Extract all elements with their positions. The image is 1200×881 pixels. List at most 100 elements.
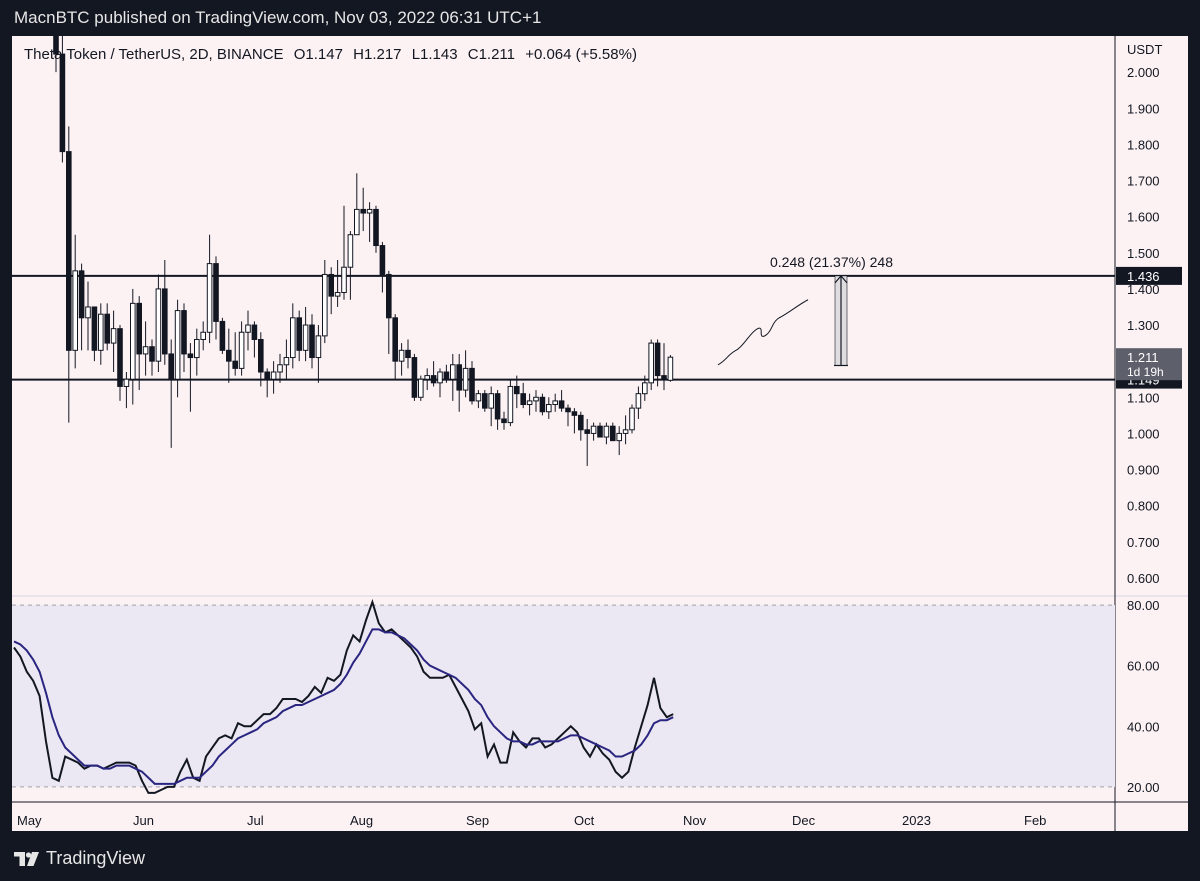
candle-up <box>366 208 373 214</box>
price-tick-label: 2.000 <box>1127 65 1160 80</box>
candle-up <box>354 208 360 236</box>
tradingview-logo-icon <box>14 851 39 866</box>
time-tick-label: Sep <box>466 813 489 828</box>
candle-down <box>309 324 315 359</box>
candle-down <box>597 425 603 438</box>
candle-up <box>174 310 181 380</box>
publisher-text: MacnBTC published on TradingView.com, No… <box>14 8 542 27</box>
candle-up <box>238 331 245 369</box>
candle-down <box>232 360 238 369</box>
candle-down <box>379 245 386 275</box>
candle-down <box>514 385 520 395</box>
symbol-legend: Theta Token / TetherUS, 2D, BINANCE O1.1… <box>24 46 643 63</box>
rsi-line <box>13 598 674 794</box>
candle-up <box>200 331 206 340</box>
candle-up <box>194 338 200 359</box>
candle-up <box>642 382 648 395</box>
candle-down <box>296 317 302 351</box>
candle-down <box>360 208 366 214</box>
candle-up <box>450 364 456 380</box>
candle-up <box>98 313 104 351</box>
last-price-label: 1.211 <box>1127 350 1159 365</box>
candle-up <box>302 324 309 351</box>
chart-area[interactable]: 2.000 1.900 1.800 1.700 1.600 1.500 1.400 1.300… <box>12 36 1188 831</box>
candle-down <box>104 313 111 344</box>
price-tick-label: 0.700 <box>1127 535 1160 550</box>
candle-down <box>226 349 232 362</box>
resistance-price-label: 1.436 <box>1127 269 1160 284</box>
candle-down <box>117 328 123 387</box>
candle-up <box>245 324 251 333</box>
candle-up <box>334 292 341 297</box>
candle-down <box>258 338 264 373</box>
price-unit-label: USDT <box>1127 42 1162 57</box>
candle-up <box>110 328 117 344</box>
price-tick-label: 1.800 <box>1127 137 1160 152</box>
candle-down <box>578 414 584 431</box>
price-tick-label: 1.000 <box>1127 426 1160 441</box>
candle-down <box>494 393 501 420</box>
measure-arrow-head <box>834 274 848 284</box>
brand[interactable]: TradingView <box>14 848 145 869</box>
candle-down <box>539 396 546 413</box>
time-tick-label: May <box>17 813 42 828</box>
chart-svg[interactable]: 2.000 1.900 1.800 1.700 1.600 1.500 1.400 1.300… <box>12 36 1188 831</box>
candle-down <box>251 324 258 340</box>
candle-down <box>558 400 565 409</box>
time-tick-label: Jul <box>247 813 264 828</box>
legend-open: O1.147 <box>293 46 343 63</box>
candle-down <box>430 375 437 384</box>
time-tick-label: Nov <box>683 813 707 828</box>
candle-down <box>66 151 72 351</box>
candle-down <box>386 273 392 319</box>
candle-down <box>565 407 571 413</box>
candle-up <box>290 317 296 359</box>
candle-down <box>136 302 143 355</box>
candle-down <box>584 429 591 434</box>
price-tick-label: 1.400 <box>1127 282 1160 297</box>
legend-close: C1.211 <box>467 46 516 63</box>
rsi-band <box>12 605 1115 787</box>
brand-name: TradingView <box>46 848 146 868</box>
candle-down <box>91 306 98 351</box>
candle-up <box>418 378 424 398</box>
candle-down <box>149 346 155 362</box>
candle-up <box>315 335 322 359</box>
last-price-tag <box>1116 348 1182 381</box>
time-tick-label: Feb <box>1024 813 1046 828</box>
resistance-price-tag <box>1116 266 1182 285</box>
candle-up <box>622 429 629 434</box>
price-tick-label: 0.600 <box>1127 571 1160 586</box>
candle-up <box>398 349 405 362</box>
candle-down <box>373 208 379 247</box>
price-tick-label: 0.900 <box>1127 463 1160 478</box>
rsi-tick-label: 80.00 <box>1127 598 1160 613</box>
candle-up <box>283 357 290 366</box>
candle-down <box>264 371 270 380</box>
symbol-title: Theta Token / TetherUS, 2D, BINANCE <box>24 46 284 63</box>
candle-down <box>213 263 219 322</box>
candle-up <box>72 270 79 351</box>
price-tick-label: 0.800 <box>1127 499 1160 514</box>
candle-up <box>603 425 610 438</box>
candle-down <box>520 393 526 406</box>
candle-down <box>328 273 334 297</box>
rsi-tick-label: 60.00 <box>1127 659 1160 674</box>
legend-high: H1.217 <box>353 46 402 63</box>
legend-low: L1.143 <box>411 46 458 63</box>
candle-up <box>155 288 162 362</box>
rsi-ma-line <box>13 628 674 785</box>
candle-up <box>616 432 623 442</box>
candle-up <box>85 306 91 319</box>
rsi-tick-label: 40.00 <box>1127 719 1160 734</box>
candle-down <box>482 393 488 409</box>
legend-change: +0.064 (+5.58%) <box>525 46 637 63</box>
candle-down <box>53 36 59 55</box>
publisher-bar: MacnBTC published on TradingView.com, No… <box>0 0 1200 36</box>
candle-down <box>219 320 226 351</box>
time-tick-label: Dec <box>792 813 816 828</box>
candle-up <box>488 393 494 409</box>
candle-up <box>130 302 136 380</box>
candle-up <box>533 396 539 402</box>
rsi-tick-label: 20.00 <box>1127 780 1160 795</box>
